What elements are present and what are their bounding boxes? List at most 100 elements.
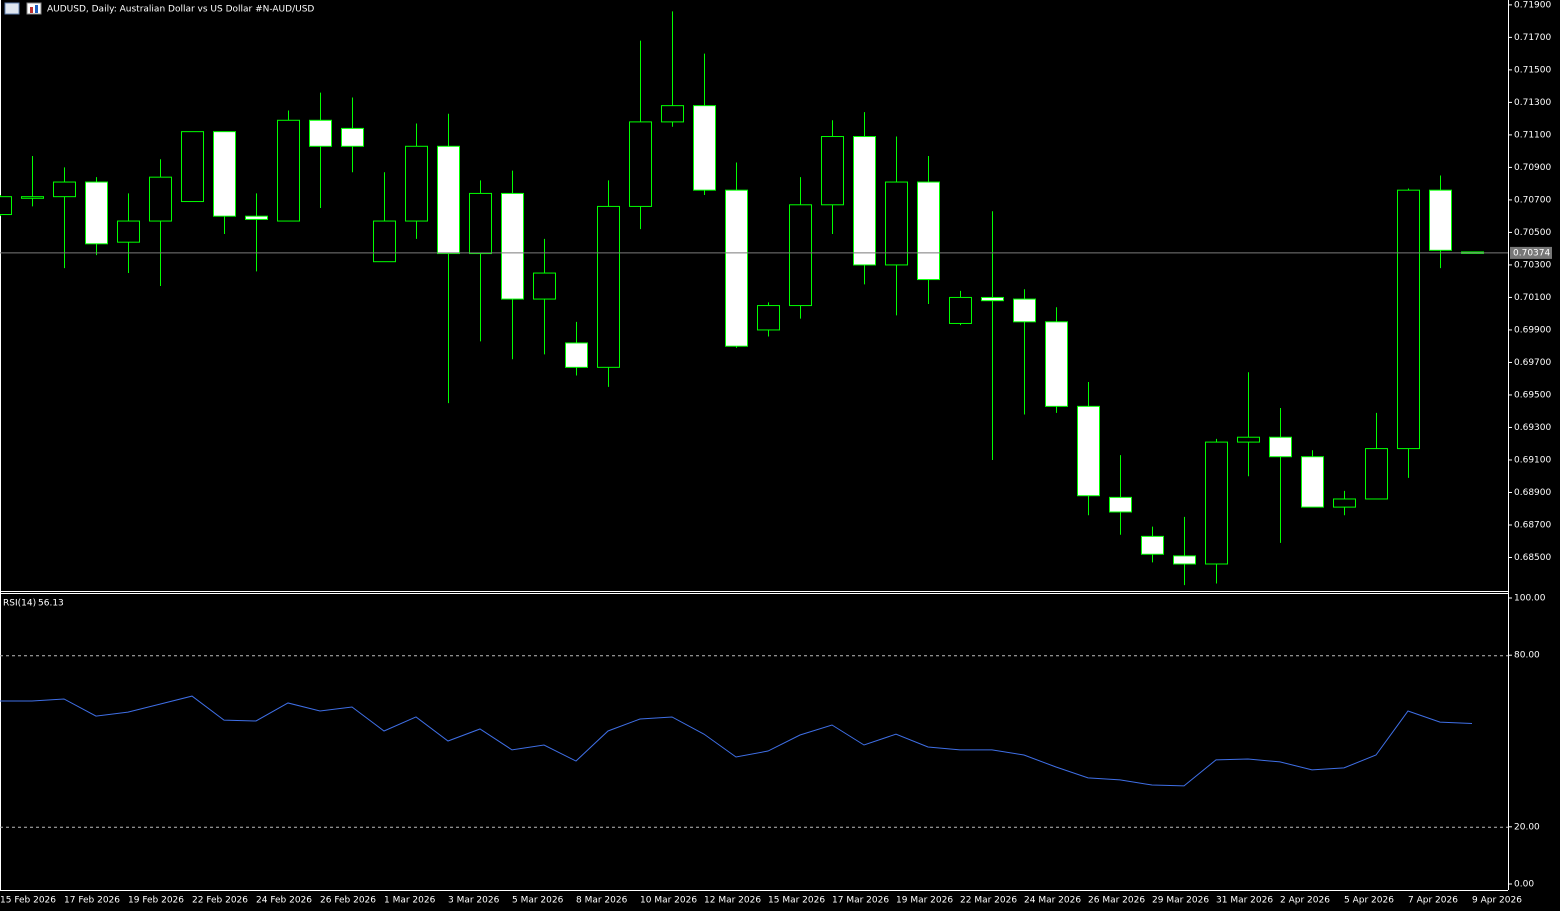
x-tick-label: 15 Feb 2026 (0, 896, 56, 906)
y-tick-label: 0.71900 (1514, 0, 1551, 10)
candle-body (885, 181, 908, 266)
y-tick-label: 0.68500 (1514, 553, 1551, 563)
candle-body (117, 220, 140, 243)
candle-body (597, 205, 620, 368)
candle-body (533, 272, 556, 300)
chart-title: AUDUSD, Daily: Australian Dollar vs US D… (47, 5, 314, 15)
x-tick-label: 31 Mar 2026 (1216, 896, 1273, 906)
candle-body (21, 196, 44, 199)
x-tick-label: 8 Mar 2026 (576, 896, 628, 906)
x-tick-label: 24 Mar 2026 (1024, 896, 1081, 906)
x-tick-label: 26 Mar 2026 (1088, 896, 1145, 906)
candle-body (1269, 436, 1292, 458)
x-tick-label: 24 Feb 2026 (256, 896, 312, 906)
candle-body (341, 127, 364, 147)
candle-body (1333, 498, 1356, 508)
y-tick-label: 0.69500 (1514, 390, 1551, 400)
candle-body (277, 119, 300, 222)
y-tick-label: 0.68900 (1514, 488, 1551, 498)
y-tick-label: 0.69900 (1514, 325, 1551, 335)
candle-body (917, 181, 940, 281)
candle-body (1109, 496, 1132, 513)
x-tick-label: 5 Apr 2026 (1344, 896, 1394, 906)
y-tick-label: 80.00 (1514, 651, 1540, 661)
y-tick-label: 0.70500 (1514, 228, 1551, 238)
candle-body (373, 220, 396, 263)
candle-body (661, 105, 684, 123)
x-tick-label: 26 Feb 2026 (320, 896, 376, 906)
candle-body (1301, 456, 1324, 508)
candle-body (1045, 321, 1068, 407)
candle-body (981, 296, 1004, 302)
x-tick-label: 7 Apr 2026 (1408, 896, 1458, 906)
candle-body (405, 145, 428, 222)
indicator-name: RSI(14) (3, 599, 36, 609)
icon (35, 5, 38, 13)
candle-body (1397, 189, 1420, 450)
x-tick-label: 22 Mar 2026 (960, 896, 1017, 906)
x-tick-label: 17 Feb 2026 (64, 896, 120, 906)
candle-body (85, 181, 108, 245)
candle-body (693, 105, 716, 191)
y-tick-label: 0.71500 (1514, 65, 1551, 75)
x-tick-label: 9 Apr 2026 (1472, 896, 1522, 906)
icon (30, 7, 33, 13)
candle-body (1237, 436, 1260, 443)
y-tick-label: 0.69300 (1514, 423, 1551, 433)
candle-body (629, 121, 652, 207)
candle-body (501, 192, 524, 300)
candle-body (821, 136, 844, 206)
y-tick-label: 0.70300 (1514, 260, 1551, 270)
y-tick-label: 100.00 (1514, 594, 1546, 604)
candle-body (309, 119, 332, 147)
candle-body (469, 192, 492, 255)
y-tick-label: 0.69700 (1514, 358, 1551, 368)
candle-body (757, 305, 780, 331)
y-tick-label: 0.71300 (1514, 98, 1551, 108)
price-label-bg (1510, 246, 1552, 259)
y-tick-label: 0.70700 (1514, 195, 1551, 205)
candle-body (0, 196, 12, 216)
icon (26, 2, 42, 15)
y-tick-label: 20.00 (1514, 822, 1540, 832)
x-tick-label: 15 Mar 2026 (768, 896, 825, 906)
candle-body (725, 189, 748, 347)
candle-body (437, 145, 460, 255)
x-tick-label: 19 Mar 2026 (896, 896, 953, 906)
y-tick-label: 0.71700 (1514, 33, 1551, 43)
x-tick-label: 10 Mar 2026 (640, 896, 697, 906)
candle-body (149, 176, 172, 222)
x-tick-label: 5 Mar 2026 (512, 896, 564, 906)
candle-body (1365, 448, 1388, 500)
x-tick-label: 3 Mar 2026 (448, 896, 500, 906)
y-tick-label: 0.70900 (1514, 163, 1551, 173)
price-label: 0.70374 (1513, 248, 1550, 258)
candle-body (853, 136, 876, 266)
candle-body (789, 204, 812, 307)
candle-body (213, 131, 236, 217)
candle-body (245, 215, 268, 220)
y-tick-label: 0.70100 (1514, 293, 1551, 303)
x-tick-label: 19 Feb 2026 (128, 896, 184, 906)
x-tick-label: 29 Mar 2026 (1152, 896, 1209, 906)
indicator-line (0, 695, 1473, 787)
candle-body (1173, 555, 1196, 565)
x-tick-label: 12 Mar 2026 (704, 896, 761, 906)
y-tick-label: 0.68700 (1514, 520, 1551, 530)
x-tick-label: 2 Apr 2026 (1280, 896, 1330, 906)
candle-body (1205, 441, 1228, 565)
y-tick-label: 0.69100 (1514, 455, 1551, 465)
candle-body (1013, 298, 1036, 323)
y-tick-label: 0.00 (1514, 880, 1534, 890)
candle-body (1077, 405, 1100, 497)
title-icons (4, 2, 42, 15)
candle-body (1141, 535, 1164, 555)
x-tick-label: 22 Feb 2026 (192, 896, 248, 906)
y-tick-label: 0.71100 (1514, 130, 1551, 140)
candle-body (949, 296, 972, 324)
x-tick-label: 1 Mar 2026 (384, 896, 436, 906)
icon (4, 2, 20, 15)
x-tick-label: 17 Mar 2026 (832, 896, 889, 906)
